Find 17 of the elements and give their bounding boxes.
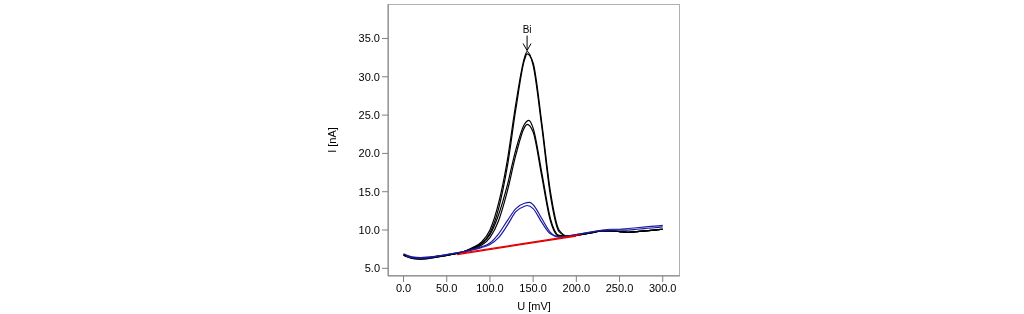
- x-axis-title: U [mV]: [517, 300, 551, 312]
- y-tick-label: 15.0: [358, 185, 380, 198]
- y-tick-label: 5.0: [364, 262, 380, 275]
- y-tick-label: 10.0: [358, 223, 380, 236]
- x-tick-label: 200.0: [562, 281, 591, 294]
- x-tick-label: 50.0: [436, 281, 458, 294]
- x-tick-label: 250.0: [605, 281, 634, 294]
- x-tick-label: 100.0: [476, 281, 504, 294]
- y-tick-label: 30.0: [358, 70, 380, 83]
- x-tick-label: 150.0: [519, 281, 547, 294]
- x-tick-label: 300.0: [648, 281, 677, 294]
- x-tick-label: 0.0: [395, 281, 412, 294]
- y-tick-label: 35.0: [358, 32, 380, 45]
- y-tick-label: 25.0: [358, 109, 380, 121]
- y-axis-title: I [nA]: [325, 127, 338, 153]
- annotation: Bi: [522, 23, 532, 35]
- y-tick-label: 20.0: [358, 147, 380, 160]
